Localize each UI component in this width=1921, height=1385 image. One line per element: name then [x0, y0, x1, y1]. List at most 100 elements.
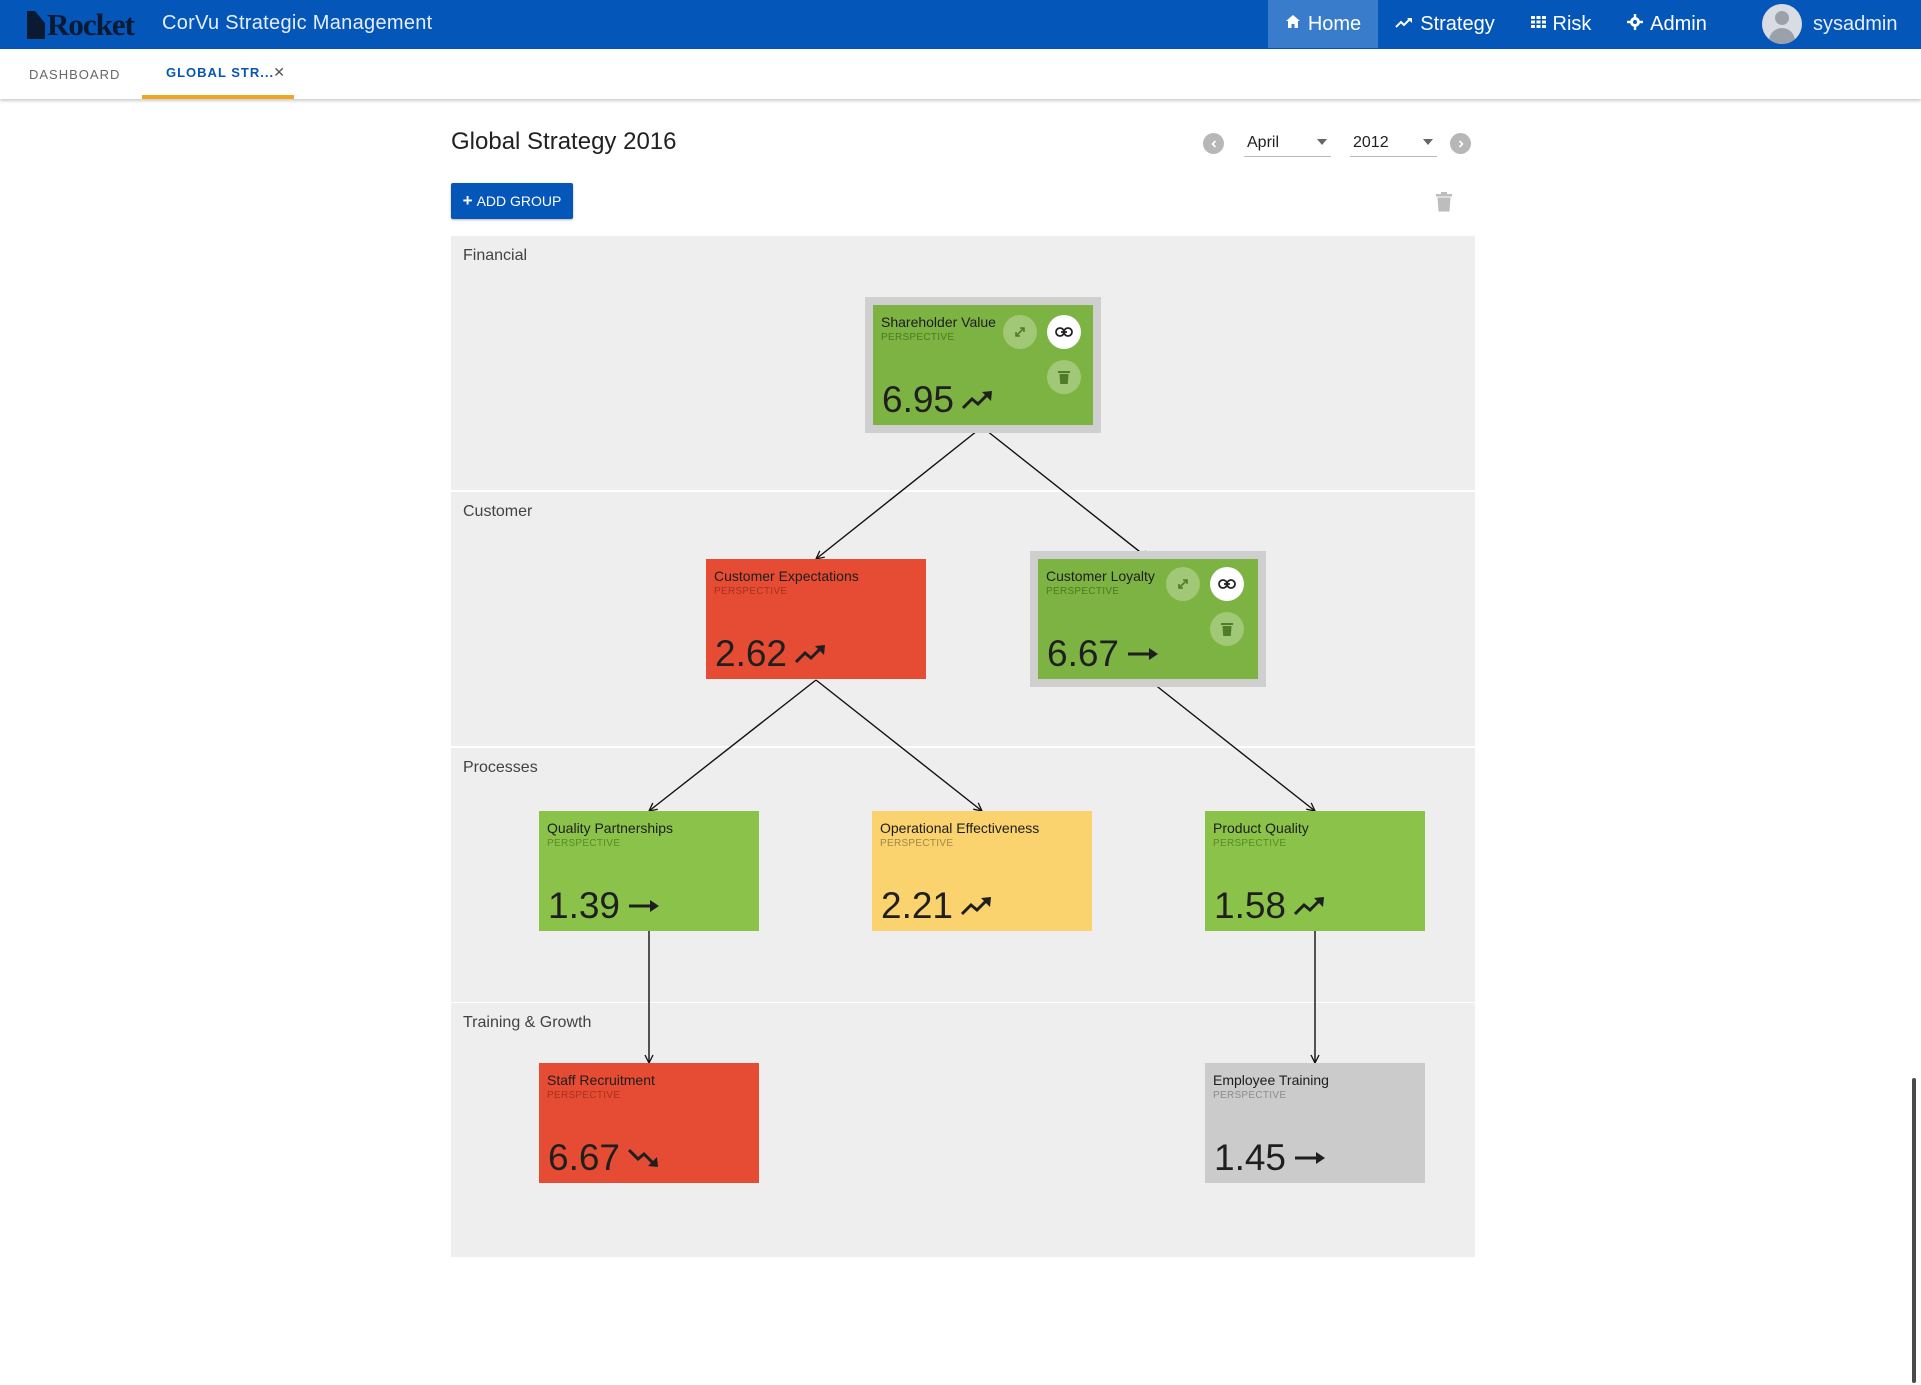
card-value-number: 6.67 — [548, 1137, 621, 1178]
card-value-number: 6.67 — [1047, 633, 1120, 674]
trend-up-icon — [961, 897, 992, 916]
card-value-number: 1.58 — [1214, 885, 1287, 926]
user-avatar[interactable] — [1762, 4, 1802, 44]
top-bar: Rocket CorVu Strategic Management Home S… — [0, 0, 1921, 49]
group-label-financial: Financial — [463, 247, 528, 264]
home-icon — [1285, 14, 1301, 34]
trash-icon — [1058, 371, 1070, 384]
card-type: PERSPECTIVE — [881, 332, 955, 343]
card-operational-effectiveness[interactable]: Operational Effectiveness PERSPECTIVE 2.… — [872, 811, 1092, 931]
rocket-logo-mark — [27, 11, 45, 39]
nav-risk[interactable]: Risk — [1521, 0, 1601, 48]
vertical-scrollbar[interactable] — [1912, 1078, 1916, 1383]
next-period-button[interactable] — [1450, 133, 1471, 154]
card-value: 2.62 — [715, 633, 827, 675]
card-value: 6.67 — [548, 1137, 660, 1179]
link-icon — [1055, 327, 1073, 337]
group-label-training-growth: Training & Growth — [463, 1014, 592, 1031]
plus-icon: + — [462, 191, 473, 210]
year-select-value: 2012 — [1353, 134, 1389, 151]
card-title: Quality Partnerships — [547, 820, 674, 836]
card-title: Shareholder Value — [881, 314, 996, 330]
chevron-down-icon — [1423, 139, 1433, 145]
connector-shareholder-to-loyalty — [981, 426, 1149, 559]
card-quality-partnerships[interactable]: Quality Partnerships PERSPECTIVE 1.39 — [539, 811, 759, 931]
card-value: 1.39 — [548, 885, 660, 927]
card-value: 2.21 — [881, 885, 993, 927]
expand-icon — [1178, 579, 1188, 589]
card-value-number: 2.21 — [881, 885, 954, 926]
card-employee-training[interactable]: Employee Training PERSPECTIVE 1.45 — [1205, 1063, 1425, 1183]
card-value-number: 1.39 — [548, 885, 621, 926]
card-type: PERSPECTIVE — [714, 586, 788, 597]
card-title: Operational Effectiveness — [880, 820, 1040, 836]
group-label-customer: Customer — [463, 503, 533, 520]
add-group-button[interactable]: + ADD GROUP — [451, 183, 573, 219]
nav-home[interactable]: Home — [1268, 0, 1378, 48]
chevron-left-icon — [1210, 139, 1216, 148]
trend-up-icon — [962, 391, 993, 410]
tab-dashboard[interactable]: DASHBOARD — [29, 66, 121, 82]
previous-period-button[interactable] — [1203, 133, 1224, 154]
link-button[interactable] — [1047, 315, 1081, 349]
group-customer: Customer — [451, 492, 1475, 746]
trash-icon[interactable] — [1435, 192, 1453, 212]
card-title: Customer Loyalty — [1046, 568, 1155, 584]
rocket-logo[interactable]: Rocket — [27, 7, 135, 42]
page-title: Global Strategy 2016 — [451, 128, 677, 155]
card-value: 6.95 — [882, 379, 994, 421]
card-type: PERSPECTIVE — [1213, 1090, 1287, 1101]
tab-global-strategy-label: GLOBAL STR... — [166, 64, 275, 80]
card-title: Customer Expectations — [714, 568, 859, 584]
connector-shareholder-to-expectations — [816, 426, 983, 559]
add-group-label: ADD GROUP — [476, 193, 562, 209]
card-type: PERSPECTIVE — [547, 1090, 621, 1101]
trend-flat-icon — [1128, 648, 1159, 660]
nav-home-label: Home — [1307, 12, 1362, 35]
card-type: PERSPECTIVE — [1213, 838, 1287, 849]
nav-admin-label: Admin — [1650, 12, 1707, 35]
card-value: 1.45 — [1214, 1137, 1326, 1179]
delete-card-button[interactable] — [1047, 360, 1081, 394]
card-value-number: 2.62 — [715, 633, 788, 674]
month-select-value: April — [1247, 134, 1280, 151]
link-icon — [1218, 579, 1236, 589]
nav-risk-label: Risk — [1552, 12, 1592, 35]
trash-icon — [1221, 623, 1233, 636]
link-button[interactable] — [1210, 567, 1244, 601]
expand-icon — [1015, 327, 1025, 337]
card-customer-expectations[interactable]: Customer Expectations PERSPECTIVE 2.62 — [706, 559, 926, 679]
card-type: PERSPECTIVE — [880, 838, 954, 849]
trend-up-icon — [795, 645, 826, 664]
trend-up-icon — [1294, 897, 1325, 916]
trend-down-icon — [628, 1148, 659, 1167]
close-icon[interactable]: ✕ — [273, 64, 286, 80]
nav-strategy-label: Strategy — [1420, 12, 1495, 35]
card-value-number: 1.45 — [1214, 1137, 1287, 1178]
logo-text: Rocket — [47, 7, 135, 42]
month-select[interactable]: April — [1244, 130, 1331, 157]
tab-global-strategy[interactable]: GLOBAL STR... ✕ — [142, 49, 294, 99]
tab-strip: DASHBOARD GLOBAL STR... ✕ — [0, 49, 1921, 99]
card-staff-recruitment[interactable]: Staff Recruitment PERSPECTIVE 6.67 — [539, 1063, 759, 1183]
card-value-number: 6.95 — [882, 379, 955, 420]
connector-expectations-to-operational — [815, 679, 982, 811]
delete-card-button[interactable] — [1210, 612, 1244, 646]
username[interactable]: sysadmin — [1813, 13, 1898, 35]
nav-strategy[interactable]: Strategy — [1385, 0, 1505, 48]
chevron-right-icon — [1458, 139, 1464, 148]
trend-flat-icon — [629, 900, 660, 912]
card-product-quality[interactable]: Product Quality PERSPECTIVE 1.58 — [1205, 811, 1425, 931]
card-value: 1.58 — [1214, 885, 1326, 927]
expand-button[interactable] — [1003, 315, 1037, 349]
expand-button[interactable] — [1166, 567, 1200, 601]
grid-icon — [1530, 15, 1546, 33]
nav-admin[interactable]: Admin — [1617, 0, 1717, 48]
card-customer-loyalty[interactable]: Customer Loyalty PERSPECTIVE 6.67 — [1038, 559, 1258, 679]
card-type: PERSPECTIVE — [1046, 586, 1120, 597]
card-shareholder-value[interactable]: Shareholder Value PERSPECTIVE 6.95 — [873, 305, 1093, 425]
chevron-down-icon — [1317, 139, 1327, 145]
year-select[interactable]: 2012 — [1350, 130, 1437, 157]
app-title: CorVu Strategic Management — [162, 12, 433, 34]
